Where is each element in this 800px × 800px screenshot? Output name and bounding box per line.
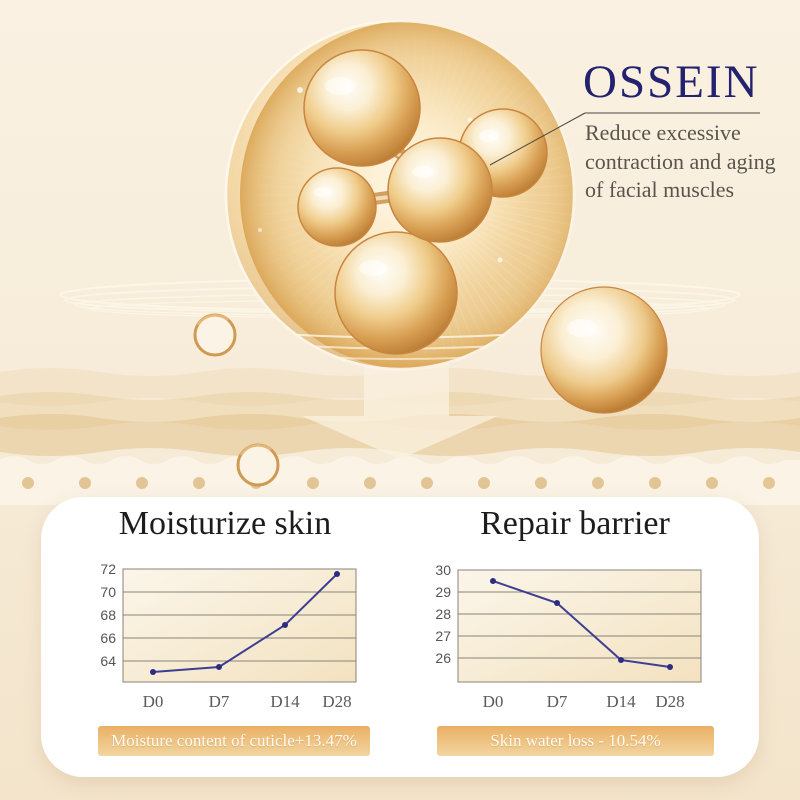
svg-text:D28: D28 <box>655 692 684 711</box>
svg-text:66: 66 <box>100 630 116 646</box>
svg-text:D14: D14 <box>606 692 636 711</box>
svg-text:D7: D7 <box>547 692 568 711</box>
svg-text:29: 29 <box>435 584 451 600</box>
svg-text:72: 72 <box>100 561 116 577</box>
svg-text:70: 70 <box>100 584 116 600</box>
svg-text:D7: D7 <box>209 692 230 711</box>
svg-text:D0: D0 <box>483 692 504 711</box>
svg-text:D28: D28 <box>322 692 351 711</box>
svg-text:28: 28 <box>435 606 451 622</box>
svg-text:64: 64 <box>100 653 116 669</box>
svg-text:30: 30 <box>435 562 451 578</box>
svg-text:D14: D14 <box>270 692 300 711</box>
svg-text:D0: D0 <box>143 692 164 711</box>
svg-text:26: 26 <box>435 650 451 666</box>
svg-text:68: 68 <box>100 607 116 623</box>
svg-text:27: 27 <box>435 628 451 644</box>
